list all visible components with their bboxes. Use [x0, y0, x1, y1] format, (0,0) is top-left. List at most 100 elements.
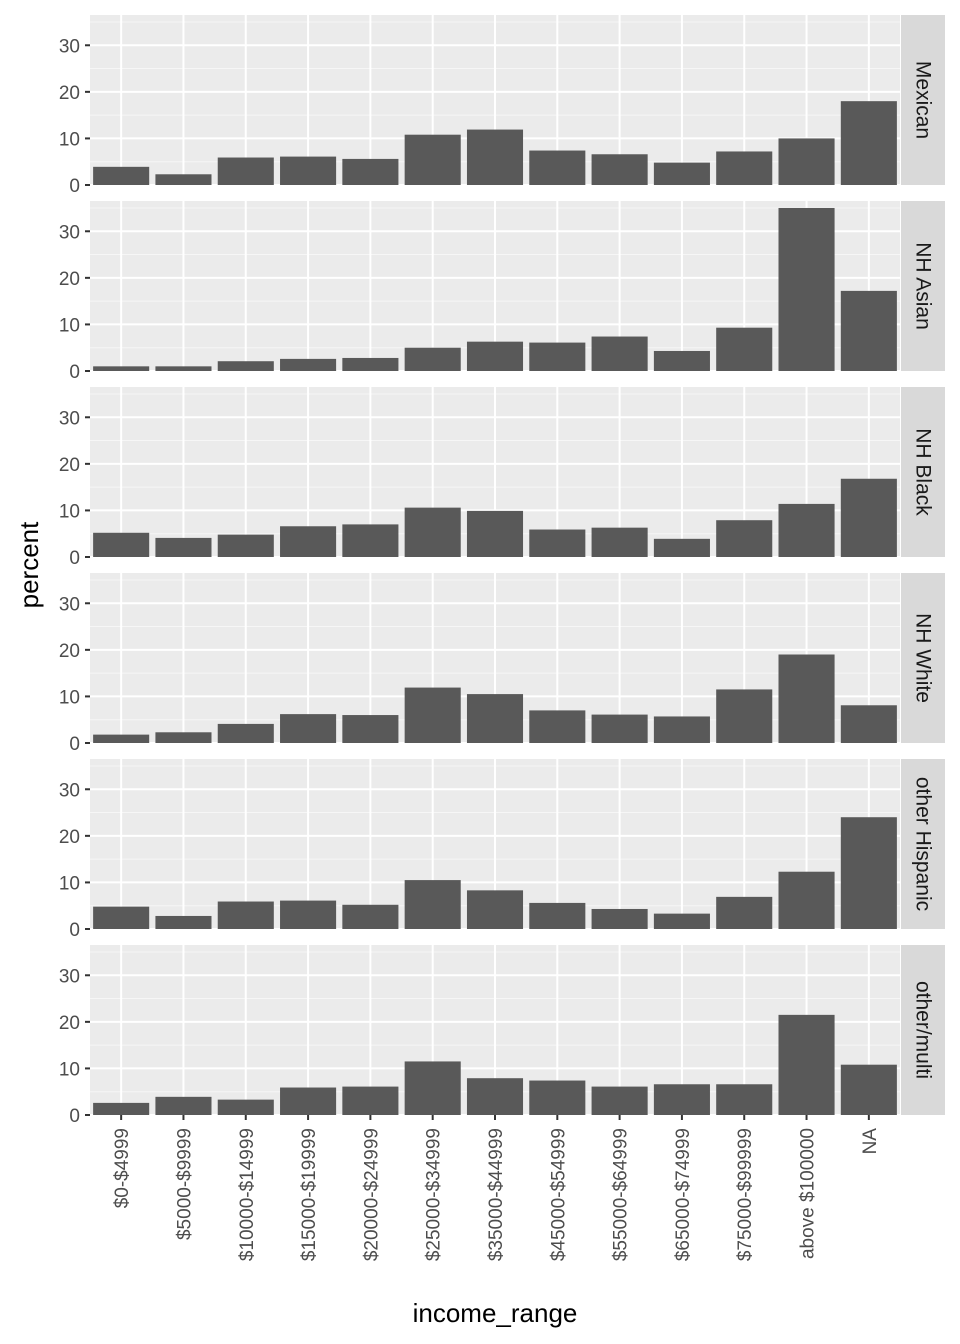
- bar: [217, 534, 274, 557]
- bar: [466, 341, 524, 371]
- bar: [653, 1084, 710, 1115]
- bar: [778, 871, 835, 929]
- bar: [155, 915, 212, 929]
- bar: [404, 347, 461, 371]
- x-tick-label: NA: [860, 1128, 881, 1155]
- bar: [342, 158, 399, 185]
- bar: [591, 1086, 648, 1115]
- y-tick-label: 30: [59, 36, 80, 57]
- x-tick-label: $20000-$24999: [361, 1128, 382, 1261]
- facet-strip-label: other/multi: [912, 981, 935, 1079]
- bar: [342, 904, 399, 929]
- y-tick-label: 10: [59, 315, 80, 336]
- bar: [280, 358, 337, 371]
- bar: [404, 880, 461, 929]
- bar: [778, 503, 835, 557]
- bar: [342, 715, 399, 743]
- bar: [466, 890, 524, 929]
- bar: [466, 1078, 524, 1115]
- x-tick-label: $5000-$9999: [174, 1128, 195, 1240]
- bar: [466, 694, 524, 743]
- bar: [404, 1061, 461, 1115]
- bar: [778, 1014, 835, 1115]
- facet-strip: [901, 15, 945, 185]
- bar: [217, 901, 274, 929]
- x-tick-label: $10000-$14999: [237, 1128, 258, 1261]
- y-tick-label: 20: [59, 455, 80, 476]
- bar: [217, 723, 274, 743]
- y-tick-label: 30: [59, 222, 80, 243]
- bar: [466, 129, 524, 185]
- bar: [840, 705, 897, 743]
- bar: [840, 817, 897, 929]
- facet-strip: [901, 201, 945, 371]
- y-tick-label: 10: [59, 687, 80, 708]
- bar: [840, 1064, 897, 1115]
- bar: [342, 1086, 399, 1115]
- bar: [716, 1084, 773, 1115]
- facet-strip-label: NH Asian: [912, 242, 935, 330]
- y-tick-label: 0: [69, 362, 80, 383]
- bar: [280, 156, 337, 185]
- y-tick-label: 0: [69, 548, 80, 569]
- y-tick-label: 10: [59, 129, 80, 150]
- x-tick-label: above $100000: [798, 1128, 819, 1259]
- bar: [840, 101, 897, 185]
- x-tick-label: $0-$4999: [112, 1128, 133, 1208]
- bar: [529, 710, 586, 743]
- y-tick-label: 0: [69, 176, 80, 197]
- bar: [840, 290, 897, 371]
- y-tick-label: 30: [59, 780, 80, 801]
- facet-strip: [901, 387, 945, 557]
- bar: [653, 716, 710, 743]
- bar: [93, 366, 150, 371]
- y-axis-title: percent: [14, 521, 44, 608]
- bar: [155, 1096, 212, 1115]
- bar: [342, 524, 399, 557]
- bar: [716, 151, 773, 185]
- facet-strip: [901, 945, 945, 1115]
- bar: [155, 537, 212, 557]
- bar: [529, 529, 586, 557]
- bar: [591, 336, 648, 371]
- bar: [529, 150, 586, 185]
- bar: [840, 478, 897, 557]
- facet-strip-label: other Hispanic: [912, 777, 935, 911]
- bar: [653, 350, 710, 371]
- bar: [93, 906, 150, 929]
- bar: [404, 507, 461, 557]
- y-tick-label: 0: [69, 920, 80, 941]
- bar: [155, 174, 212, 185]
- y-tick-label: 10: [59, 1059, 80, 1080]
- bar: [93, 166, 150, 185]
- bar: [716, 896, 773, 929]
- x-tick-label: $55000-$64999: [611, 1128, 632, 1261]
- x-tick-label: $75000-$99999: [735, 1128, 756, 1261]
- bar: [404, 134, 461, 185]
- x-tick-label: $15000-$19999: [299, 1128, 320, 1261]
- x-axis-title: income_range: [413, 1298, 578, 1328]
- bar: [466, 510, 524, 557]
- bar: [778, 207, 835, 371]
- x-tick-label: $25000-$34999: [424, 1128, 445, 1261]
- bar: [591, 908, 648, 929]
- bar: [529, 902, 586, 929]
- bar: [280, 714, 337, 743]
- y-tick-label: 20: [59, 1013, 80, 1034]
- bar: [93, 532, 150, 557]
- bar: [653, 913, 710, 929]
- bar: [280, 1087, 337, 1115]
- bar: [653, 538, 710, 557]
- y-tick-label: 30: [59, 408, 80, 429]
- bar: [342, 357, 399, 371]
- bar: [716, 520, 773, 557]
- bar: [716, 689, 773, 743]
- bar: [591, 527, 648, 557]
- bar: [217, 157, 274, 185]
- bar: [93, 734, 150, 743]
- y-tick-label: 20: [59, 269, 80, 290]
- bar: [217, 1099, 274, 1115]
- bar: [529, 1080, 586, 1115]
- facet-strip-label: NH Black: [912, 428, 935, 516]
- x-tick-label: $45000-$54999: [548, 1128, 569, 1261]
